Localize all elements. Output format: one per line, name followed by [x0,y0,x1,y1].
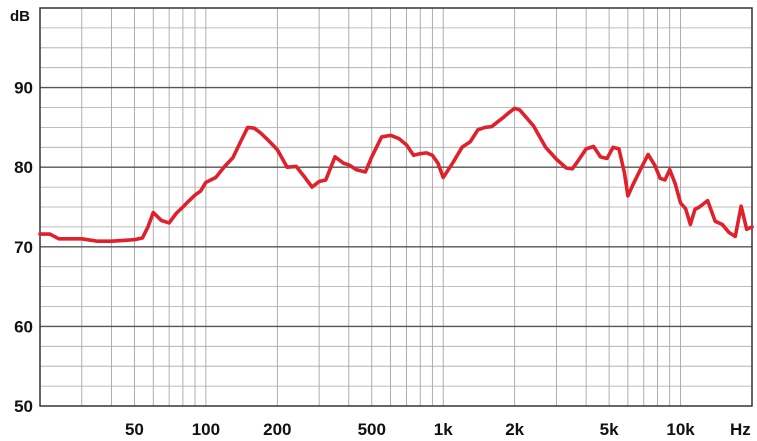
x-tick-label: 10k [666,420,695,439]
x-tick-label: 2k [505,420,524,439]
y-tick-label: 70 [14,238,33,257]
plot-frame [39,7,753,407]
y-axis-unit: dB [10,8,30,25]
x-tick-label: 500 [358,420,386,439]
x-axis-unit: Hz [730,420,751,439]
y-axis-ticks: 50 60 70 80 90 [14,79,33,416]
x-tick-label: 100 [192,420,220,439]
y-tick-label: 50 [14,397,33,416]
grid [40,8,752,406]
y-tick-label: 60 [14,317,33,336]
y-tick-label: 80 [14,158,33,177]
x-tick-label: 5k [600,420,619,439]
x-tick-label: 200 [263,420,291,439]
y-tick-label: 90 [14,79,33,98]
x-tick-label: 1k [434,420,453,439]
x-tick-label: 50 [125,420,144,439]
x-axis-ticks: 50 100 200 500 1k 2k 5k 10k [125,420,695,439]
response-curve [38,106,754,244]
